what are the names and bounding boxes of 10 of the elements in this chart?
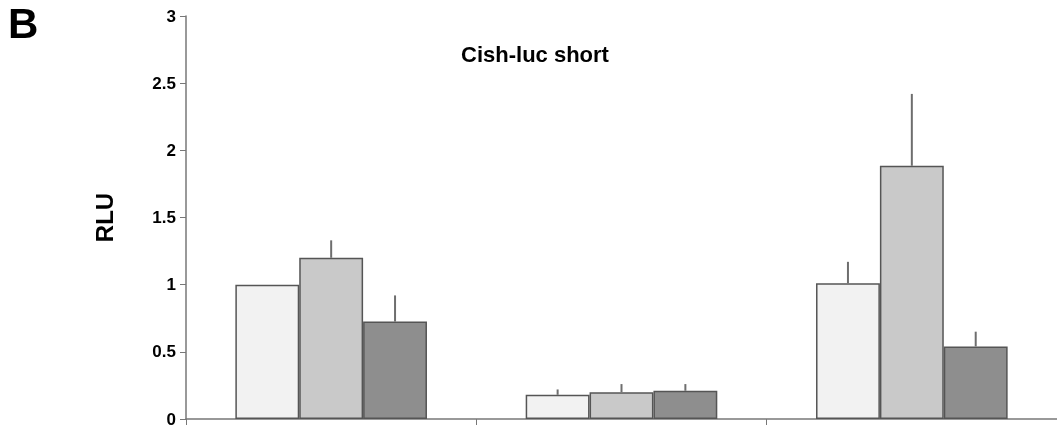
y-axis-title: RLU xyxy=(90,192,118,243)
y-tick-label: 3 xyxy=(166,6,176,26)
text: B xyxy=(8,0,39,47)
y-tick-label: 1 xyxy=(166,275,176,295)
y-tick-label: 1.5 xyxy=(152,208,176,227)
y-tick-label: 0.5 xyxy=(152,342,176,362)
y-tick-label: 0 xyxy=(166,409,176,429)
text: Cish-luc short xyxy=(461,41,610,67)
y-tick-label: 2 xyxy=(166,140,176,160)
y-tick-label: 2.5 xyxy=(152,73,176,93)
